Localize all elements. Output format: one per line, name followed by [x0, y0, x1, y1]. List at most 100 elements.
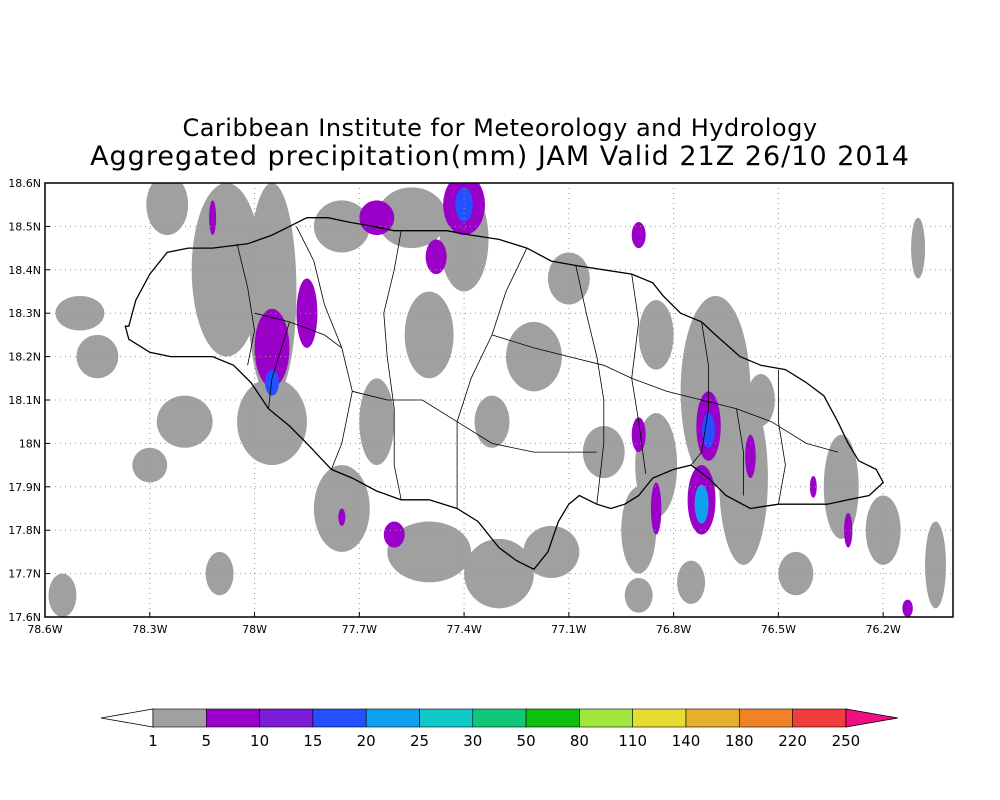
rain-patch-1-5mm	[505, 321, 562, 392]
colorbar-label: 140	[672, 732, 701, 750]
y-tick-label: 18.5N	[8, 220, 41, 233]
colorbar-label: 30	[463, 732, 482, 750]
rain-cell	[650, 482, 662, 535]
rain-patch-1-5mm	[474, 395, 510, 448]
y-tick-label: 17.8N	[8, 524, 41, 537]
x-axis-ticks: 78.6W 78.3W 78W 77.7W 77.4W 77.1W 76.8W 76.5W 76…	[27, 612, 901, 636]
colorbar-label: 10	[250, 732, 269, 750]
rain-patch-1-5mm	[76, 334, 119, 379]
parish-boundary	[575, 265, 605, 505]
colorbar-swatch	[525, 708, 580, 728]
rain-patch-1-5mm	[387, 521, 472, 583]
colorbar-label: 20	[357, 732, 376, 750]
rain-cell	[209, 200, 217, 236]
parish-boundary	[352, 390, 458, 423]
rain-cell	[902, 599, 913, 617]
parish-boundary	[491, 334, 632, 379]
colorbar-swatch	[632, 708, 687, 728]
x-tick-label: 78W	[242, 623, 267, 636]
colorbar-swatch	[419, 708, 474, 728]
rain-cell	[296, 278, 318, 348]
colorbar-label: 25	[410, 732, 429, 750]
rain-cell	[425, 239, 447, 275]
colorbar-label: 15	[303, 732, 322, 750]
coastline	[124, 217, 885, 571]
rain-cell	[745, 434, 756, 479]
rain-patch-1-5mm	[191, 183, 262, 357]
rain-patch-1-5mm	[313, 200, 370, 253]
rain-patch-1-5mm	[865, 495, 901, 565]
plot-area	[45, 183, 953, 617]
rain-patch-1-5mm	[404, 291, 454, 379]
rain-patch-1-5mm	[582, 426, 625, 479]
rain-patch-1-5mm	[677, 560, 706, 604]
rain-cell	[631, 222, 646, 249]
rain-patch-1-5mm	[48, 573, 77, 617]
colorbar-swatch	[152, 708, 207, 728]
parish-boundary	[383, 230, 402, 500]
colorbar-label: 50	[517, 732, 536, 750]
y-tick-label: 18.1N	[8, 394, 41, 407]
colorbar-label: 180	[725, 732, 754, 750]
x-tick-label: 76.2W	[865, 623, 900, 636]
rain-patch-1-5mm	[359, 378, 395, 466]
rain-patch-1-5mm	[638, 300, 674, 370]
colorbar-under-arrow	[100, 708, 154, 728]
parish-boundary	[456, 421, 597, 453]
colorbar-swatch	[206, 708, 260, 728]
y-tick-label: 18.3N	[8, 307, 41, 320]
colorbar-swatch	[312, 708, 367, 728]
rain-patch-1-5mm	[823, 434, 859, 539]
y-tick-label: 17.9N	[8, 481, 41, 494]
rain-patch-1-5mm	[621, 486, 657, 574]
y-tick-label: 17.7N	[8, 568, 41, 581]
y-axis-ticks: 18.6N 18.5N 18.4N 18.3N 18.2N 18.1N 18N 17.9N 17…	[8, 177, 50, 624]
colorbar-label: 220	[778, 732, 807, 750]
colorbar-swatch	[472, 708, 527, 728]
parish-boundary	[296, 226, 353, 470]
colorbar-label: 5	[202, 732, 212, 750]
parish-boundary	[254, 312, 343, 349]
x-tick-label: 77.1W	[551, 623, 586, 636]
x-tick-label: 77.4W	[446, 623, 481, 636]
x-tick-label: 78.6W	[27, 623, 62, 636]
parish-boundary	[236, 243, 255, 366]
y-tick-label: 17.6N	[8, 611, 41, 624]
y-tick-label: 18.2N	[8, 351, 41, 364]
rain-patch-1-5mm	[925, 521, 947, 609]
jamaica-outline	[124, 217, 885, 571]
y-tick-label: 18.6N	[8, 177, 41, 190]
colorbar-label: 80	[570, 732, 589, 750]
rain-patch-1-5mm	[376, 187, 447, 249]
heavy-rain-layer	[209, 183, 913, 617]
colorbar-swatch	[792, 708, 847, 728]
x-tick-label: 76.8W	[656, 623, 691, 636]
x-tick-label: 76.5W	[761, 623, 796, 636]
rain-cell	[694, 484, 709, 524]
colorbar-swatch	[685, 708, 740, 728]
x-tick-label: 77.7W	[342, 623, 377, 636]
parish-boundary	[268, 321, 290, 409]
y-tick-label: 18.4N	[8, 264, 41, 277]
colorbar-swatch	[365, 708, 420, 728]
rain-patch-1-5mm	[156, 395, 213, 448]
rain-cell	[265, 369, 279, 396]
rain-cell	[455, 187, 473, 223]
rain-cell	[844, 512, 853, 548]
colorbar-legend: 1 5 10 15 20 25 30 50 80 110 140 180 220 250	[100, 708, 898, 750]
rain-patch-1-5mm	[55, 295, 105, 331]
light-rain-layer	[48, 183, 947, 617]
colorbar-label: 250	[832, 732, 861, 750]
title-block: Caribbean Institute for Meteorology and …	[0, 114, 1000, 172]
rain-patch-1-5mm	[911, 217, 926, 279]
colorbar-over-arrow	[845, 708, 898, 728]
rain-patch-1-5mm	[464, 538, 534, 609]
rain-patch-1-5mm	[132, 447, 168, 483]
rain-cell	[383, 521, 405, 548]
y-tick-label: 18N	[19, 437, 41, 450]
parish-boundary	[690, 321, 709, 466]
colorbar-label: 1	[148, 732, 158, 750]
colorbar-swatch	[259, 708, 314, 728]
x-tick-label: 78.3W	[132, 623, 167, 636]
